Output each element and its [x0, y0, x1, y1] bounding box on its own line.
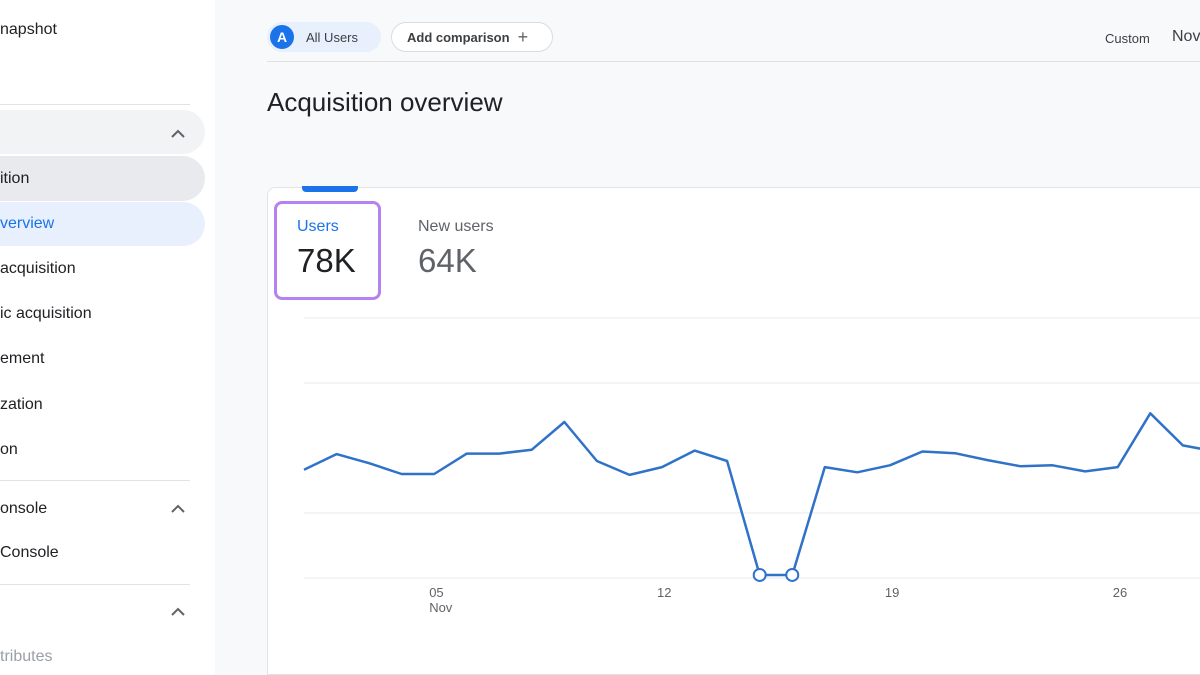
highlighted-data-point[interactable] — [752, 567, 767, 582]
metric-label: New users — [418, 218, 494, 235]
chevron-up-icon[interactable] — [168, 124, 188, 144]
left-navigation-sidebar: napshot ition verview acquisition ic acq… — [0, 0, 215, 675]
overview-chart-card: Users 78K New users 64K 05 Nov 12 19 26 — [267, 186, 1200, 675]
sidebar-item-traffic-acquisition[interactable]: ic acquisition — [0, 305, 92, 322]
sidebar-section-search-console[interactable]: onsole — [0, 500, 48, 517]
metric-label: Users — [297, 218, 339, 235]
metric-value: 64K — [418, 242, 477, 279]
x-tick-label: 12 — [657, 585, 671, 600]
metric-tab-users[interactable]: Users 78K — [274, 201, 381, 300]
x-tick-label: 19 — [885, 585, 899, 600]
sidebar-divider — [0, 584, 190, 585]
sidebar-item-engagement[interactable]: ement — [0, 350, 45, 367]
series-line-users — [303, 412, 1200, 577]
header-divider — [267, 61, 1200, 62]
highlighted-data-point[interactable] — [785, 567, 800, 582]
sidebar-item-attributes[interactable]: tributes — [0, 648, 53, 665]
avatar: A — [270, 25, 294, 49]
date-range-type[interactable]: Custom — [1105, 31, 1150, 46]
sidebar-item-acquisition-bg — [0, 156, 205, 201]
x-tick-label: 26 — [1113, 585, 1127, 600]
tab-indicator — [302, 186, 358, 192]
page-title: Acquisition overview — [267, 87, 503, 117]
chevron-up-icon[interactable] — [168, 602, 188, 622]
metric-tab-new-users[interactable]: New users 64K — [418, 201, 538, 300]
add-comparison-label: Add comparison — [407, 29, 510, 45]
x-tick-sublabel: Nov — [429, 600, 453, 615]
comparison-chip-label: All Users — [306, 29, 359, 45]
main-content: A All Users Add comparison + Custom Nov … — [215, 0, 1200, 675]
sidebar-item-acquisition[interactable]: ition — [0, 170, 30, 187]
date-range-value[interactable]: Nov — [1172, 28, 1200, 45]
sidebar-item-monetization[interactable]: zation — [0, 396, 43, 413]
sidebar-item-search-console[interactable]: Console — [0, 544, 59, 561]
sidebar-divider — [0, 104, 190, 105]
sidebar-item-overview[interactable]: verview — [0, 215, 55, 232]
x-tick-label: 05 — [429, 585, 443, 600]
sidebar-item-overview-active-bg — [0, 202, 205, 246]
comparison-chip-all-users[interactable]: A All Users — [267, 22, 381, 52]
plus-icon: + — [517, 26, 529, 47]
sidebar-item-snapshot[interactable]: napshot — [0, 21, 57, 38]
sidebar-section-acquisition-header[interactable] — [0, 110, 205, 154]
chevron-up-icon[interactable] — [168, 499, 188, 519]
sidebar-item-retention[interactable]: on — [0, 441, 18, 458]
metric-value: 78K — [297, 242, 356, 279]
sidebar-divider — [0, 480, 190, 481]
add-comparison-button[interactable]: Add comparison + — [391, 22, 553, 52]
sidebar-item-user-acquisition[interactable]: acquisition — [0, 260, 76, 277]
